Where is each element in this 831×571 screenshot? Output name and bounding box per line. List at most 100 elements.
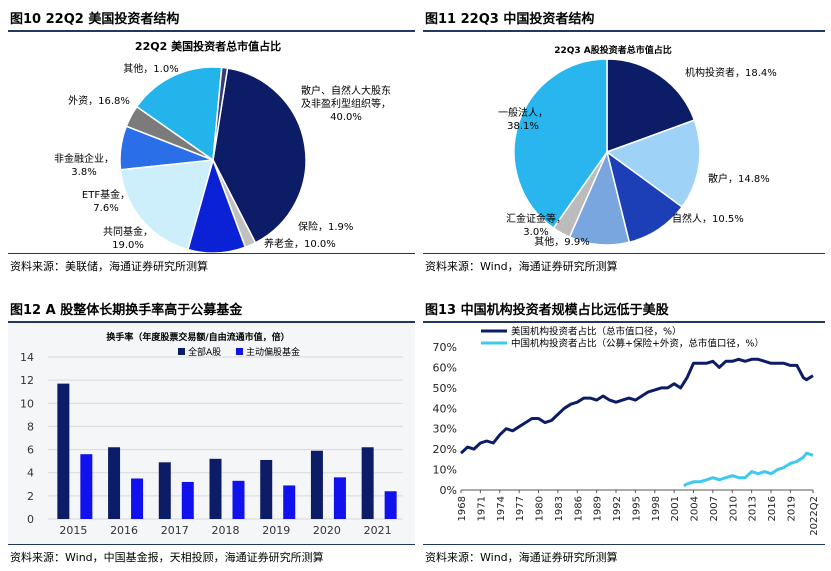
legend-swatch [178, 348, 185, 355]
x-tick-label: 2020 [313, 524, 341, 537]
source-note: 资料来源：美联储，海通证券研究所测算 [10, 260, 208, 273]
y-tick-label: 60% [433, 361, 457, 374]
pie-label: ETF基金， 7.6% [82, 188, 130, 214]
bar [283, 485, 296, 519]
bar [333, 477, 346, 519]
source-note: 资料来源：Wind，海通证券研究所测算 [425, 260, 618, 273]
source-note: 资料来源：Wind，中国基金报，天相投顾，海通证券研究所测算 [10, 551, 324, 564]
y-tick-label: 8 [27, 420, 34, 433]
panel-fig12: 图12 A 股整体长期换手率高于公募基金 换手率（年度股票交易额/自由流通市值，… [8, 295, 415, 567]
bar [361, 447, 374, 519]
y-tick-label: 4 [27, 467, 34, 480]
pie-label: 外资，16.8% [68, 95, 130, 107]
bar [232, 480, 245, 519]
pie-label: 其他，9.9% [534, 235, 589, 248]
bar [310, 450, 323, 519]
x-tick-label: 2022Q2 [809, 496, 820, 536]
x-tick-label: 1989 [593, 496, 604, 521]
bar [209, 458, 222, 519]
x-tick-label: 1974 [496, 496, 507, 521]
pie-label: 机构投资者，18.4% [685, 66, 777, 79]
bar [131, 478, 144, 519]
x-tick-label: 2004 [690, 496, 701, 521]
pie-slice [212, 66, 229, 161]
pie-slice [513, 58, 608, 230]
bar [108, 447, 121, 519]
chart-title: 换手率（年度股票交易额/自由流通市值，倍） [106, 331, 289, 343]
bar [384, 491, 397, 519]
pie-label: 散户，14.8% [708, 172, 770, 185]
x-tick-label: 1977 [515, 496, 526, 521]
x-tick-label: 2021 [364, 524, 392, 537]
legend-label: 主动偏股基金 [246, 346, 300, 358]
x-tick-label: 2018 [212, 524, 240, 537]
x-tick-label: 2019 [786, 496, 797, 521]
panel-header: 图10 22Q2 美国投资者结构 [8, 4, 415, 32]
bar [181, 481, 194, 519]
panel-title: 图13 中国机构投资者规模占比远低于美股 [425, 303, 669, 318]
x-tick-label: 2019 [262, 524, 290, 537]
bar [80, 454, 93, 519]
y-tick-label: 30% [433, 423, 457, 436]
pie-slice [605, 119, 701, 208]
pie-label: 非金融企业， 3.8% [54, 152, 114, 178]
y-tick-label: 20% [433, 443, 457, 456]
pie-label: 其他，1.0% [123, 62, 178, 75]
bar-chart-turnover: 换手率（年度股票交易额/自由流通市值，倍） 0 2 4 6 8 10 12 14 2015 201… [8, 323, 415, 545]
pie-slice [605, 150, 684, 244]
y-tick-label: 40% [433, 402, 457, 415]
pie-label: 养老金，10.0% [264, 237, 336, 250]
series-line [459, 357, 814, 455]
x-tick-label: 2013 [748, 496, 759, 521]
pie-label: 汇金证金等， 3.0% [506, 212, 566, 238]
panel-fig13: 图13 中国机构投资者规模占比远低于美股 0% 10% 20% 30% 40% 50% 60… [423, 295, 825, 567]
pie-chart-us: 22Q2 美国投资者总市值占比 散户、自然人大股东及非盈利型组织等， 40.0% 保… [54, 39, 391, 254]
panel-title: 图11 22Q3 中国投资者结构 [425, 12, 595, 27]
pie-label: 共同基金， 19.0% [103, 225, 153, 251]
x-tick-label: 2001 [670, 496, 681, 521]
pie-label: 一般法人， 38.1% [498, 106, 548, 132]
legend-label: 美国机构投资者占比（总市值口径，%） [511, 326, 682, 338]
pie-slice [212, 67, 307, 244]
x-tick-label: 2010 [728, 496, 739, 521]
y-tick-label: 2 [27, 490, 34, 503]
panel-title: 图10 22Q2 美国投资者结构 [10, 12, 180, 27]
chart-title: 22Q3 A股投资者总市值占比 [554, 44, 672, 56]
panel-header: 图12 A 股整体长期换手率高于公募基金 [8, 295, 415, 323]
x-tick-label: 1992 [612, 496, 623, 521]
x-tick-label: 1998 [651, 496, 662, 521]
panel-footer: 资料来源：美联储，海通证券研究所测算 [8, 253, 415, 276]
x-tick-label: 1971 [476, 496, 487, 521]
x-tick-label: 1968 [457, 496, 468, 521]
x-tick-label: 2016 [110, 524, 138, 537]
panel-title: 图12 A 股整体长期换手率高于公募基金 [10, 303, 243, 318]
panel-fig11: 图11 22Q3 中国投资者结构 22Q3 A股投资者总市值占比 机构投资者，1… [423, 4, 825, 276]
bar [57, 383, 70, 519]
y-tick-label: 6 [27, 444, 34, 457]
y-tick-label: 50% [433, 382, 457, 395]
y-tick-label: 14 [20, 351, 34, 364]
y-tick-label: 0% [440, 484, 457, 497]
chart-title: 22Q2 美国投资者总市值占比 [135, 39, 281, 53]
pie-slice [606, 58, 696, 154]
y-tick-label: 10 [20, 397, 34, 410]
bar [158, 462, 171, 519]
panel-footer: 资料来源：Wind，海通证券研究所测算 [423, 544, 825, 567]
panel-header: 图13 中国机构投资者规模占比远低于美股 [423, 295, 825, 323]
line-chart-institutional: 0% 10% 20% 30% 40% 50% 60% 70% 1968 1971 1974 1977 1… [433, 326, 820, 536]
legend-swatch [236, 348, 243, 355]
y-tick-label: 70% [433, 341, 457, 354]
x-tick-label: 1983 [554, 496, 565, 521]
legend-label: 全部A股 [188, 346, 221, 358]
pie-label: 保险，1.9% [298, 220, 353, 233]
x-tick-label: 2016 [767, 496, 778, 521]
legend-label: 中国机构投资者占比（公募+保险+外资，总市值口径，%） [511, 338, 764, 350]
panel-header: 图11 22Q3 中国投资者结构 [423, 4, 825, 32]
pie-label: 散户、自然人大股东及非盈利型组织等， 40.0% [301, 84, 391, 123]
x-tick-label: 1986 [573, 496, 584, 521]
pie-chart-cn: 22Q3 A股投资者总市值占比 机构投资者，18.4% 散户，14.8% 自然人，1… [498, 44, 777, 248]
pie-slice [135, 66, 223, 162]
y-tick-label: 10% [433, 464, 457, 477]
x-tick-label: 1980 [535, 496, 546, 521]
panel-footer: 资料来源：Wind，中国基金报，天相投顾，海通证券研究所测算 [8, 544, 415, 567]
